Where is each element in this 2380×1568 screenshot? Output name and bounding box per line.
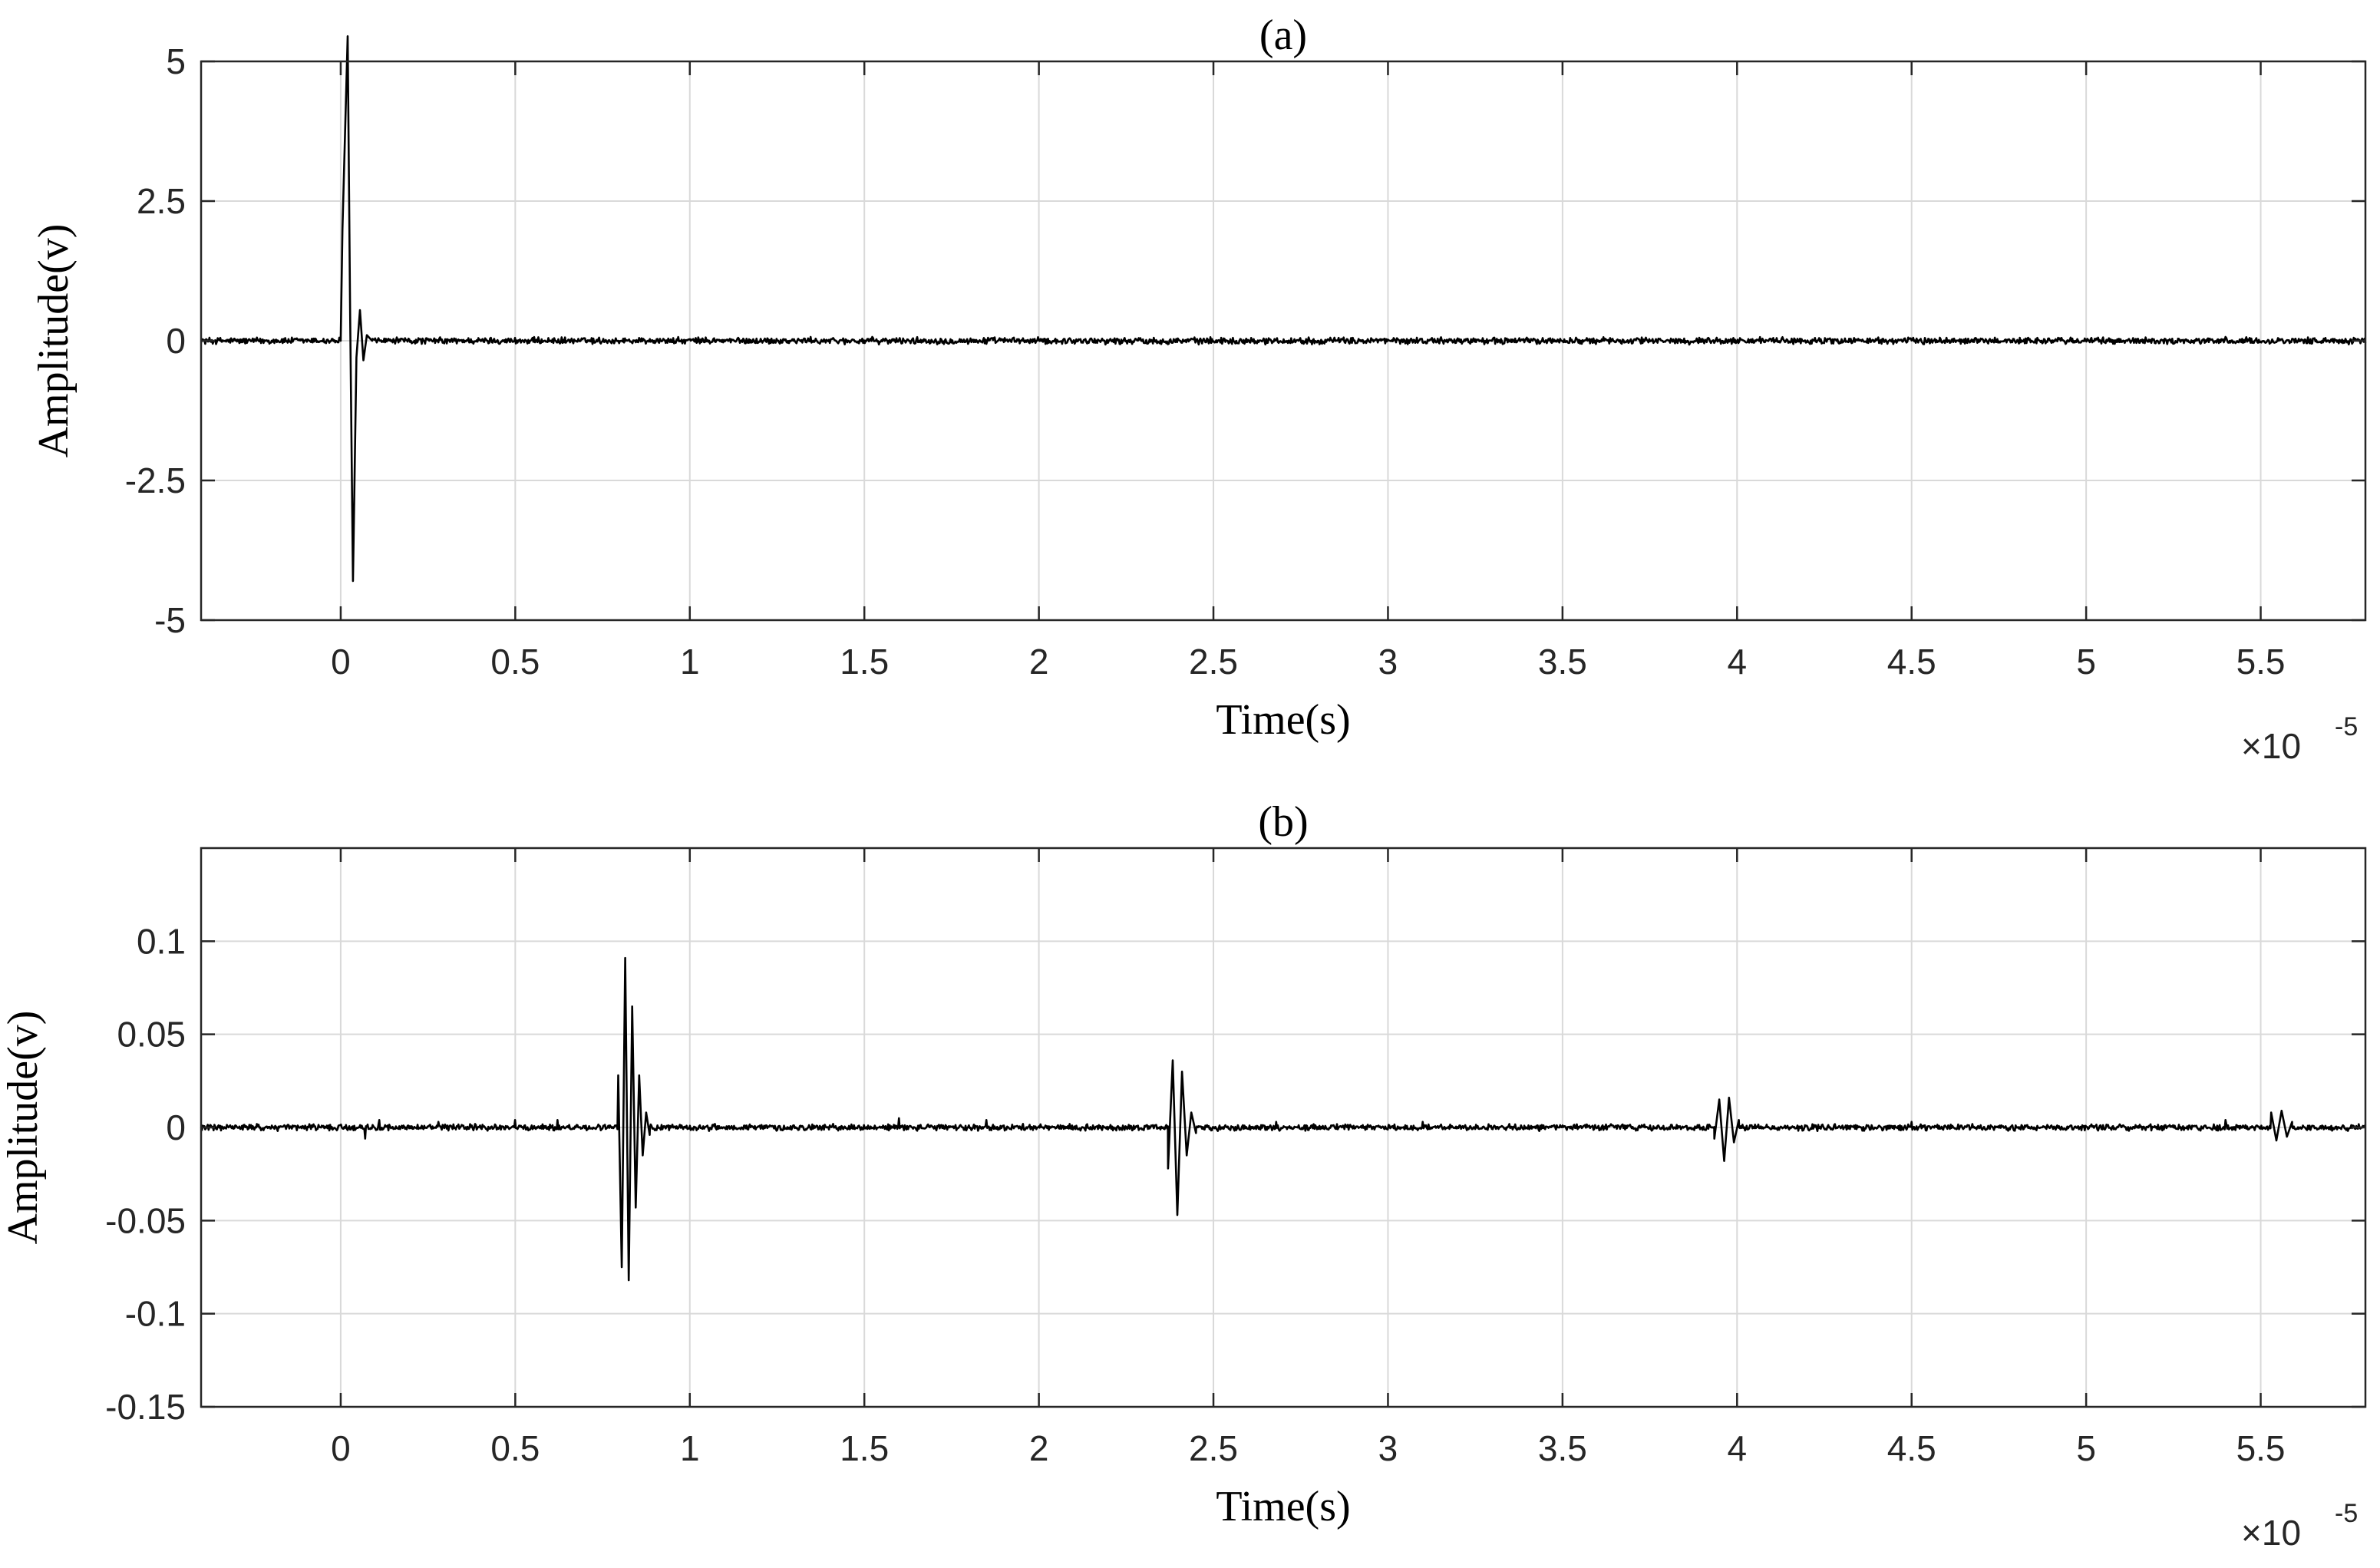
subplot-b-y-tick-label: 0.05 (117, 1015, 186, 1055)
subplot-b-x-tick-label: 5.5 (2236, 1428, 2286, 1468)
subplot-a-x-tick-label: 3 (1378, 642, 1398, 682)
subplot-b-x-tick-label: 3.5 (1538, 1428, 1587, 1468)
subplot-b-y-axis-label: Amplitude(v) (0, 1011, 47, 1245)
subplot-a-y-tick-label: -5 (154, 600, 186, 640)
subplot-b-x-tick-label: 4.5 (1887, 1428, 1936, 1468)
subplot-b-y-tick-label: 0.1 (137, 921, 186, 961)
subplot-a-x-tick-label: 5 (2076, 642, 2096, 682)
subplot-b-title: (b) (1258, 798, 1308, 846)
subplot-b-x-exponent-power: -5 (2335, 1499, 2358, 1528)
subplot-a-x-tick-label: 4.5 (1887, 642, 1936, 682)
subplot-a-y-tick-label: 5 (166, 41, 186, 81)
subplot-b-y-tick-label: -0.05 (105, 1200, 186, 1240)
subplot-a-x-exponent-base: ×10 (2241, 726, 2301, 766)
subplot-a-y-tick-label: 2.5 (137, 181, 186, 221)
subplot-a-x-tick-label: 0 (331, 642, 351, 682)
subplot-b-y-tick-label: 0 (166, 1108, 186, 1147)
subplot-a-x-tick-label: 4 (1727, 642, 1747, 682)
subplot-b-x-tick-label: 1.5 (840, 1428, 889, 1468)
subplot-b-x-tick-label: 3 (1378, 1428, 1398, 1468)
subplot-b: 0 0.5 1 1.5 2 2.5 3 3.5 4 4.5 5 5.5 0.1 0.05 0 -0.05 -0.… (0, 798, 2367, 1553)
subplot-b-x-exponent-base: ×10 (2241, 1513, 2301, 1553)
subplot-a-x-axis-label: Time(s) (1216, 696, 1350, 744)
subplot-a-x-tick-label: 3.5 (1538, 642, 1587, 682)
subplot-a-x-exponent-power: -5 (2335, 712, 2358, 741)
subplot-a-x-tick-label: 2 (1029, 642, 1049, 682)
subplot-b-x-tick-label: 0 (331, 1428, 351, 1468)
subplot-b-x-tick-label: 5 (2076, 1428, 2096, 1468)
subplot-a-y-tick-label: 0 (166, 321, 186, 361)
subplot-b-x-tick-label: 1 (680, 1428, 700, 1468)
subplot-b-ticks: 0 0.5 1 1.5 2 2.5 3 3.5 4 4.5 5 5.5 0.1 0.05 0 -0.05 -0.… (105, 848, 2365, 1468)
subplot-a-x-tick-label: 2.5 (1189, 642, 1238, 682)
subplot-a-ticks: 0 0.5 1 1.5 2 2.5 3 3.5 4 4.5 5 5.5 5 2.5 0 -2.5 -5 (125, 41, 2365, 682)
subplot-a-x-tick-label: 1 (680, 642, 700, 682)
subplot-b-x-tick-label: 0.5 (490, 1428, 540, 1468)
subplot-a-x-tick-label: 1.5 (840, 642, 889, 682)
subplot-a-x-tick-label: 0.5 (490, 642, 540, 682)
subplot-a-y-axis-label: Amplitude(v) (30, 224, 78, 458)
subplot-a: 0 0.5 1 1.5 2 2.5 3 3.5 4 4.5 5 5.552.50-2.5-5 (a) … (30, 12, 2367, 766)
subplot-a-x-tick-label: 5.5 (2236, 642, 2286, 682)
subplot-b-x-axis-label: Time(s) (1216, 1483, 1350, 1530)
subplot-b-x-tick-label: 2 (1029, 1428, 1049, 1468)
subplot-a-signal-line (200, 35, 2367, 583)
subplot-b-y-tick-label: -0.1 (125, 1294, 186, 1334)
subplot-a-title: (a) (1259, 12, 1307, 59)
subplot-b-x-tick-label: 2.5 (1189, 1428, 1238, 1468)
subplot-b-y-tick-label: -0.15 (105, 1387, 186, 1427)
subplot-b-signal-line (200, 956, 2367, 1282)
subplot-b-x-tick-label: 4 (1727, 1428, 1747, 1468)
subplot-a-y-tick-label: -2.5 (125, 460, 186, 500)
